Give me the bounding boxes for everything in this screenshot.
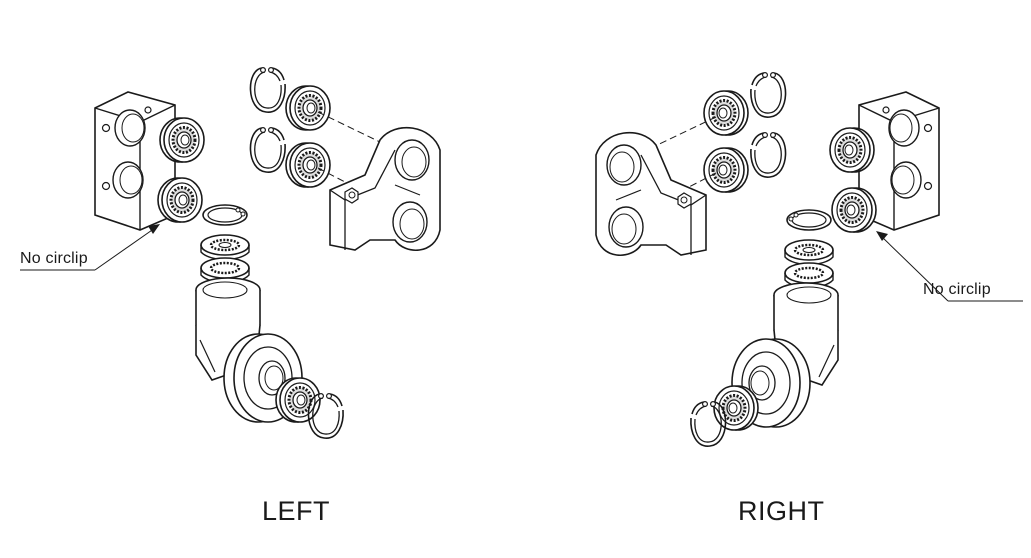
right-plate-bearing-top	[828, 126, 876, 174]
right-mounting-plate	[858, 91, 940, 231]
right-upper-bearing-1	[702, 89, 750, 137]
right-upper-circlip-1	[750, 71, 787, 118]
right-caption: RIGHT	[738, 496, 825, 526]
right-plate-bearing-bottom	[830, 186, 878, 234]
left-wheel-bearing	[274, 376, 322, 424]
left-upper-bearing-2	[284, 141, 332, 189]
left-upper-bearing-1	[284, 84, 332, 132]
right-wheel-bearing	[712, 384, 760, 432]
left-upper-circlip-2	[249, 126, 286, 173]
left-bracket	[329, 126, 441, 252]
right-vertical-stack	[784, 209, 834, 289]
left-mounting-plate	[94, 91, 176, 231]
right-bracket	[595, 131, 707, 257]
left-vertical-stack	[200, 204, 250, 284]
left-no-circlip-label: No circlip	[20, 250, 88, 267]
right-assembly	[595, 71, 1023, 447]
left-plate-bearing-bottom	[156, 176, 204, 224]
left-upper-circlip-1	[249, 66, 286, 113]
left-caption: LEFT	[262, 496, 331, 526]
right-upper-circlip-2	[750, 131, 787, 178]
left-plate-bearing-top	[158, 116, 206, 164]
right-upper-bearing-2	[702, 146, 750, 194]
right-no-circlip-label: No circlip	[923, 281, 991, 298]
left-assembly	[20, 66, 441, 439]
right-callout-leader	[876, 231, 1023, 302]
left-callout-leader	[20, 224, 160, 271]
